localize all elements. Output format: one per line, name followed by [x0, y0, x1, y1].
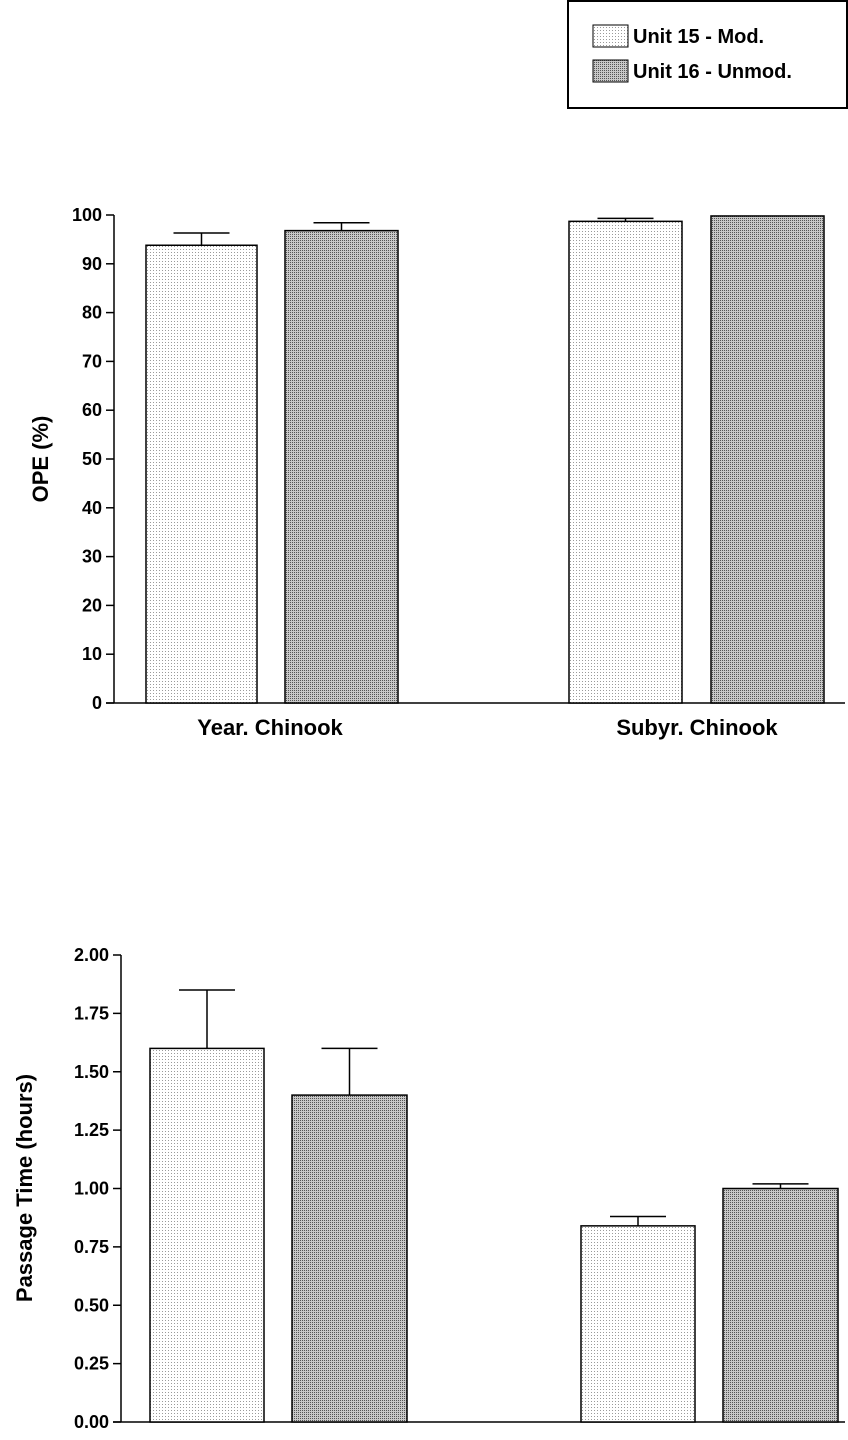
y-tick-label: 0.50: [74, 1295, 109, 1315]
y-tick-label: 1.50: [74, 1062, 109, 1082]
bar-year-chinook-unit16: [284, 229, 399, 704]
x-category-label-year-chinook: Year. Chinook: [197, 715, 343, 740]
y-tick-label: 30: [82, 547, 102, 567]
legend-frame: [567, 0, 848, 109]
ope-chart: 0 10 20 30 40 50 60 70 80 90 100 OPE (%) Year. Chino…: [28, 205, 845, 740]
legend: Unit 15 - Mod. Unit 16 - Unmod.: [567, 0, 848, 109]
y-tick-label: 40: [82, 498, 102, 518]
legend-label-unit15: Unit 15 - Mod.: [633, 26, 764, 48]
legend-swatch-unit16: [592, 59, 629, 83]
y-tick-label: 90: [82, 254, 102, 274]
y-tick-label: 50: [82, 449, 102, 469]
y-tick-label: 0: [92, 693, 102, 713]
y-tick-label: 1.75: [74, 1003, 109, 1023]
y-tick-label: 1.00: [74, 1179, 109, 1199]
y-axis-label: Passage Time (hours): [12, 1074, 37, 1302]
bar-year-chinook-unit15: [145, 244, 258, 704]
y-tick-label: 70: [82, 351, 102, 371]
bar-year-chinook-unit16: [291, 1094, 408, 1423]
y-tick-label: 0.00: [74, 1412, 109, 1432]
y-tick-label: 100: [72, 205, 102, 225]
y-tick-label: 0.75: [74, 1237, 109, 1257]
y-tick-label: 20: [82, 595, 102, 615]
y-tick-label: 2.00: [74, 945, 109, 965]
x-category-label-subyr-chinook: Subyr. Chinook: [616, 715, 778, 740]
y-tick-label: 60: [82, 400, 102, 420]
bar-subyr-chinook-unit16: [710, 215, 825, 704]
y-tick-label: 1.25: [74, 1120, 109, 1140]
bar-year-chinook-unit15: [149, 1047, 265, 1423]
y-tick-label: 0.25: [74, 1354, 109, 1374]
bar-subyr-chinook-unit16: [722, 1187, 839, 1423]
legend-swatch-unit15: [592, 24, 629, 48]
y-axis-label: OPE (%): [28, 416, 53, 503]
passage-time-chart: 0.00 0.25 0.50 0.75 1.00 1.25 1.50 1.75 2.00 Pass…: [12, 945, 845, 1440]
legend-label-unit16: Unit 16 - Unmod.: [633, 61, 792, 83]
y-tick-label: 80: [82, 303, 102, 323]
y-tick-label: 10: [82, 644, 102, 664]
bar-subyr-chinook-unit15: [580, 1225, 696, 1423]
bar-subyr-chinook-unit15: [568, 220, 683, 704]
